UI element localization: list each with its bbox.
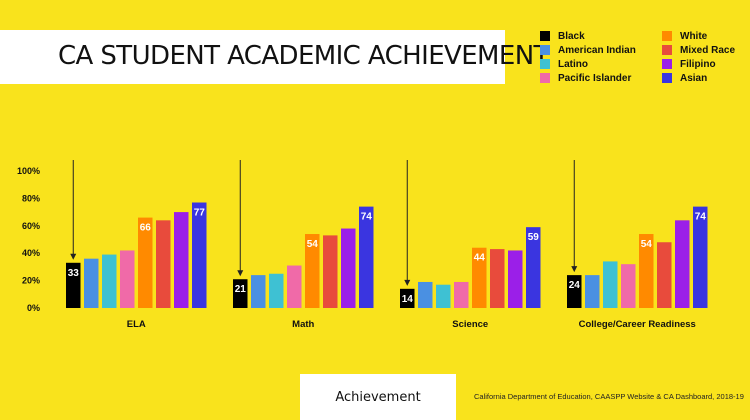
legend-label: Asian [680, 72, 708, 84]
category-label: Science [452, 319, 488, 330]
y-tick-label: 80% [22, 193, 40, 203]
legend-swatch [662, 31, 672, 41]
bar [472, 247, 487, 308]
bar-value-label: 54 [307, 239, 319, 250]
bar [454, 281, 469, 308]
legend-swatch [662, 59, 672, 69]
bar [341, 228, 356, 308]
y-tick-label: 0% [27, 303, 40, 313]
legend-item: Black [540, 30, 585, 42]
legend-item: Latino [540, 58, 588, 70]
bar [585, 275, 600, 308]
bar [567, 275, 582, 308]
y-tick-label: 60% [22, 221, 40, 231]
bar-value-label: 44 [474, 253, 486, 264]
chart-title: CA STUDENT ACADEMIC ACHIEVEMENT [58, 41, 549, 71]
arrow-head [237, 270, 244, 277]
bar [251, 275, 266, 308]
y-tick-label: 20% [22, 276, 40, 286]
bar [66, 262, 81, 308]
footer-banner: Achievement [300, 374, 456, 420]
bar-value-label: 59 [528, 232, 540, 243]
bar [490, 249, 505, 308]
bar [138, 217, 153, 308]
bar [526, 227, 541, 308]
legend-label: White [680, 30, 708, 42]
footer-label: Achievement [335, 389, 421, 405]
bar [657, 242, 672, 308]
legend-swatch [662, 45, 672, 55]
bar-value-label: 14 [402, 294, 414, 305]
bar [359, 206, 374, 308]
bar-value-label: 54 [641, 239, 653, 250]
bar [287, 265, 302, 308]
category-label: Math [292, 319, 314, 330]
bar [639, 234, 654, 308]
arrow-head [70, 253, 77, 260]
bar [269, 273, 284, 308]
bar-value-label: 33 [68, 268, 80, 279]
category-label: ELA [127, 319, 146, 330]
legend-swatch [540, 31, 550, 41]
bar [621, 264, 636, 308]
bar-value-label: 77 [194, 208, 206, 219]
y-tick-label: 100% [17, 166, 40, 176]
bar [192, 202, 207, 308]
bar [156, 220, 171, 308]
legend: Black American Indian Latino Pacific Island… [540, 30, 740, 90]
bar [120, 250, 135, 308]
bar [400, 288, 415, 308]
category-label: College/Career Readiness [579, 319, 696, 330]
legend-swatch [540, 45, 550, 55]
bar-value-label: 74 [695, 212, 707, 223]
bar [693, 206, 708, 308]
legend-label: Pacific Islander [558, 72, 632, 84]
legend-label: Latino [558, 58, 588, 70]
bar [603, 261, 618, 308]
bar [323, 235, 338, 308]
legend-item: Filipino [662, 58, 716, 70]
arrow-head [404, 279, 411, 286]
legend-item: American Indian [540, 44, 636, 56]
bar [174, 212, 189, 308]
legend-item: Pacific Islander [540, 72, 631, 84]
legend-item: Asian [662, 72, 707, 84]
legend-label: Black [558, 30, 585, 42]
legend-item: White [662, 30, 707, 42]
y-tick-label: 40% [22, 248, 40, 258]
bar-value-label: 66 [140, 223, 152, 234]
bar [84, 258, 99, 308]
bar [418, 281, 433, 308]
source-note: California Department of Education, CAAS… [474, 392, 744, 401]
bar [305, 234, 320, 308]
bar [102, 254, 117, 308]
bar-value-label: 24 [569, 280, 581, 291]
bar [233, 279, 248, 308]
bar-value-label: 21 [235, 284, 247, 295]
legend-label: American Indian [558, 44, 636, 56]
title-banner: CA STUDENT ACADEMIC ACHIEVEMENT [0, 30, 549, 84]
arrow-head [571, 266, 578, 273]
bar-value-label: 74 [361, 212, 373, 223]
legend-label: Filipino [680, 58, 716, 70]
legend-swatch [540, 73, 550, 83]
legend-swatch [662, 73, 672, 83]
bar [436, 284, 451, 308]
legend-swatch [540, 59, 550, 69]
legend-label: Mixed Race [680, 44, 736, 56]
legend-item: Mixed Race [662, 44, 735, 56]
bar [508, 250, 523, 308]
bar [675, 220, 690, 308]
